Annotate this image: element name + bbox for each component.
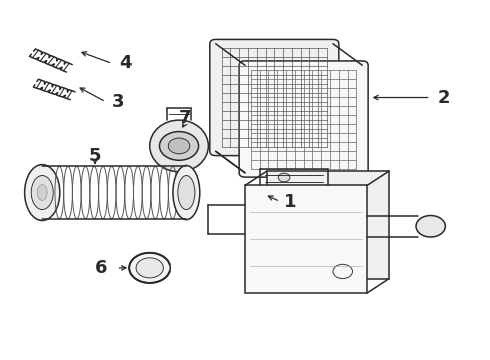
FancyBboxPatch shape [210,40,339,156]
Text: 6: 6 [95,259,107,277]
Ellipse shape [150,120,208,172]
Ellipse shape [37,185,47,201]
Ellipse shape [178,176,195,210]
Ellipse shape [24,165,60,221]
Circle shape [159,132,198,160]
Ellipse shape [173,166,200,220]
Text: 4: 4 [119,54,131,72]
Text: 7: 7 [179,109,192,127]
FancyBboxPatch shape [239,61,368,177]
Bar [245,185,367,293]
Circle shape [416,216,445,237]
Circle shape [168,138,190,154]
Text: 1: 1 [284,193,296,211]
Circle shape [278,173,290,182]
Circle shape [129,253,170,283]
Text: 3: 3 [112,93,124,111]
Text: 2: 2 [438,89,450,107]
Text: 5: 5 [89,147,101,165]
Bar [267,171,389,279]
Ellipse shape [31,176,53,210]
Circle shape [136,258,163,278]
